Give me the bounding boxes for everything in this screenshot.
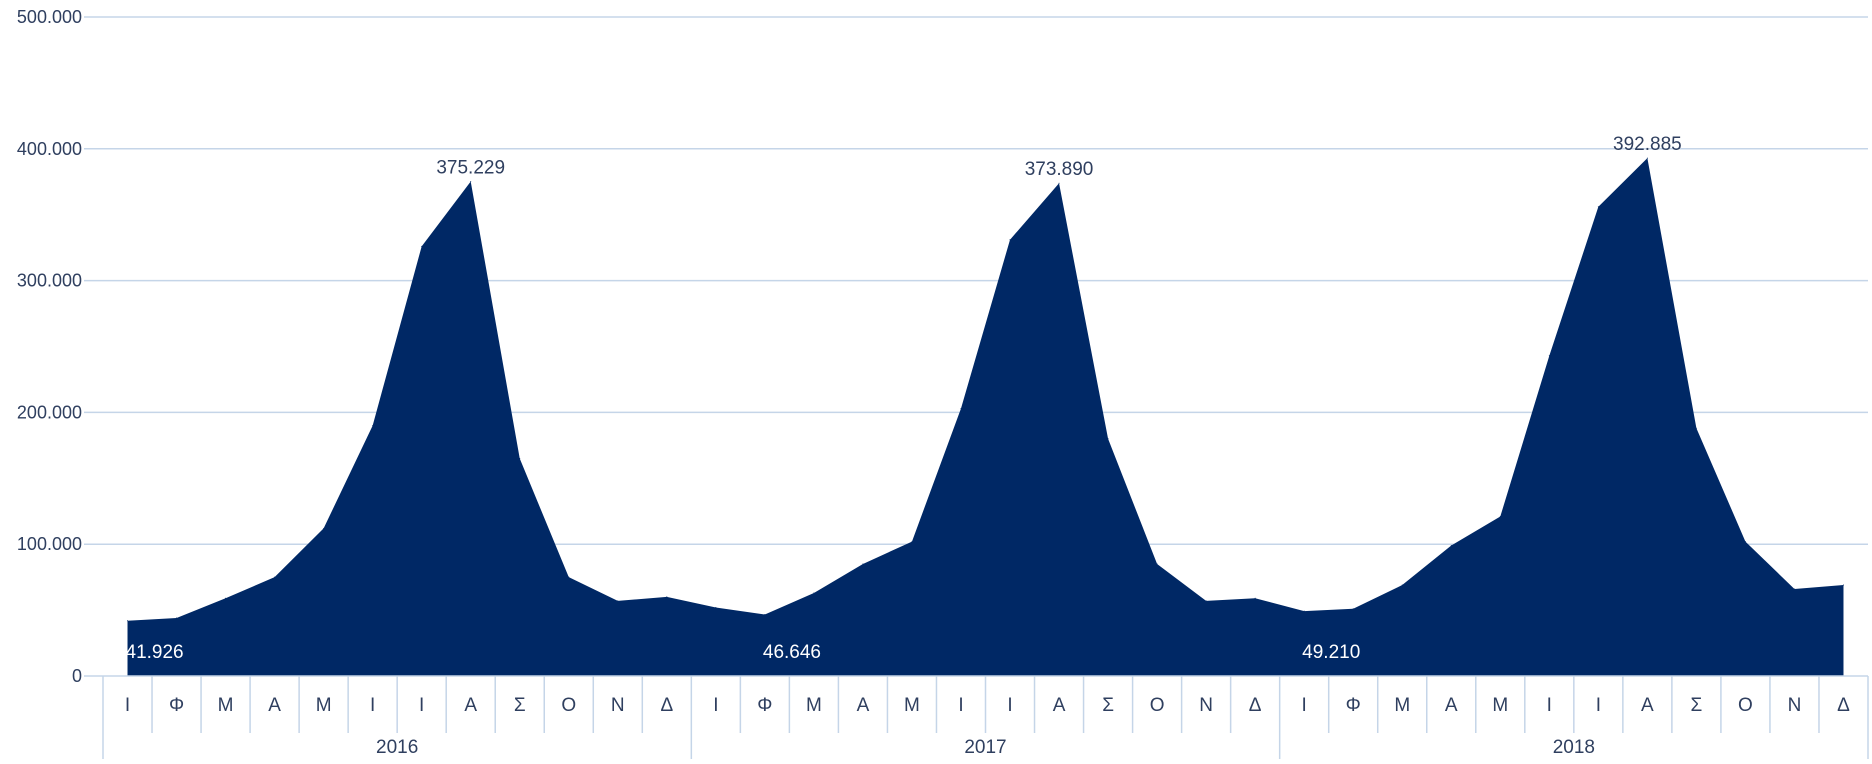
x-tick-label: Σ [1691,695,1703,716]
data-point [323,527,325,529]
data-point [568,576,570,578]
x-tick-label: Ι [713,695,718,716]
data-point [225,597,227,599]
x-tick-label: Ι [419,695,424,716]
data-label: 49.210 [1302,642,1360,663]
data-point [1499,516,1501,518]
plot-area [127,157,1844,677]
data-labels: 41.926 375.229 46.646 373.890 49.210 392.885 [126,134,1682,663]
data-label: 392.885 [1613,134,1682,155]
x-group-label: 2018 [1553,737,1595,758]
data-point [1205,600,1207,602]
data-point [1058,182,1060,184]
x-axis: Ι Φ Μ Α Μ Ι Ι Α Σ Ο Ν Δ Ι Φ Μ Α Μ Ι Ι Α Σ Ο Ν Δ Ι Φ Μ Α Μ Ι Ι Α Σ Ο Ν Δ 2016… [84,675,1869,759]
data-point [1352,608,1354,610]
x-tick-label: Ι [125,695,130,716]
x-tick-label: Σ [1102,695,1114,716]
y-tick-label: 200.000 [17,402,82,422]
data-point [470,180,472,182]
data-point [176,617,178,619]
y-tick-label: 0 [72,666,82,686]
data-label: 46.646 [763,642,821,663]
x-tick-label: Φ [169,695,184,716]
data-point [1842,584,1844,586]
data-point [1695,427,1697,429]
x-tick-label: Ι [958,695,963,716]
x-tick-label: Ν [1199,695,1213,716]
x-tick-label: Φ [1346,695,1361,716]
data-point [960,407,962,409]
y-tick-label: 400.000 [17,139,82,159]
data-point [1744,541,1746,543]
data-label: 375.229 [436,157,505,178]
data-point [1107,438,1109,440]
data-point [715,606,717,608]
x-tick-label: Α [1641,695,1654,716]
data-label: 373.890 [1025,159,1094,180]
data-label: 41.926 [126,642,184,663]
data-point [1156,563,1158,565]
data-point [1646,157,1648,159]
data-point [1401,584,1403,586]
x-tick-label: Ι [1007,695,1012,716]
x-tick-label: Α [464,695,477,716]
y-axis: 0 100.000 200.000 300.000 400.000 500.000 [17,7,82,686]
data-point [911,541,913,543]
area-series [127,158,1844,677]
x-group-label: 2016 [376,737,418,758]
data-point [666,596,668,598]
x-tick-label: Ν [1788,695,1802,716]
x-tick-label: Ν [611,695,625,716]
x-tick-label: Δ [660,695,673,716]
data-point [1254,597,1256,599]
x-tick-label: Ι [1547,695,1552,716]
data-point [372,425,374,427]
data-point [421,245,423,247]
data-point [127,620,129,622]
data-point [1303,610,1305,612]
y-tick-label: 500.000 [17,7,82,27]
x-tick-label: Μ [904,695,920,716]
data-point [1450,545,1452,547]
data-point [764,614,766,616]
x-tick-label: Α [268,695,281,716]
x-tick-label: Ι [1302,695,1307,716]
x-tick-label: Μ [806,695,822,716]
data-point [1548,355,1550,357]
y-tick-label: 300.000 [17,271,82,291]
y-tick-label: 100.000 [17,534,82,554]
x-tick-label: Μ [1492,695,1508,716]
x-tick-label: Α [857,695,870,716]
x-tick-label: Ι [370,695,375,716]
x-tick-label: Ο [1150,695,1165,716]
x-tick-label: Μ [1394,695,1410,716]
data-point [519,458,521,460]
x-tick-label: Α [1053,695,1066,716]
data-point [274,576,276,578]
x-tick-label: Ο [1738,695,1753,716]
x-tick-label: Σ [514,695,526,716]
x-tick-label: Α [1445,695,1458,716]
data-point [862,563,864,565]
x-group-label: 2017 [964,737,1006,758]
x-tick-label: Μ [316,695,332,716]
x-tick-label: Φ [757,695,772,716]
data-point [617,600,619,602]
x-tick-label: Δ [1249,695,1262,716]
x-tick-label: Δ [1837,695,1850,716]
x-tick-label: Ι [1596,695,1601,716]
data-point [1597,206,1599,208]
x-tick-label: Ο [561,695,576,716]
data-point [1009,239,1011,241]
x-tick-label: Μ [218,695,234,716]
data-point [1793,588,1795,590]
data-point [813,592,815,594]
